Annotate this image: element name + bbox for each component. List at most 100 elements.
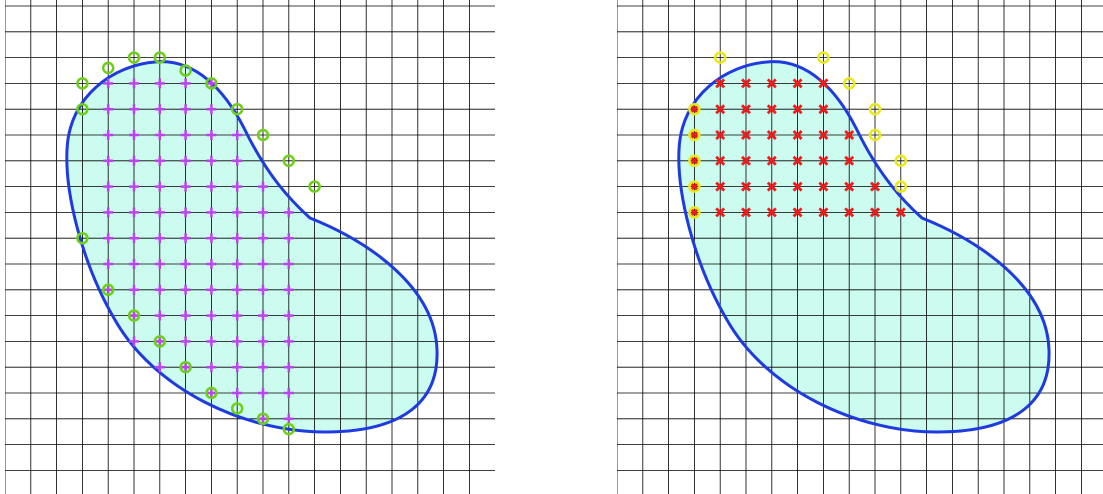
interior-node bbox=[283, 388, 294, 398]
boundary-node bbox=[76, 231, 89, 245]
cut-interior-node bbox=[766, 181, 777, 192]
interior-node bbox=[283, 413, 294, 424]
cut-boundary-node bbox=[688, 180, 701, 193]
cut-interior-node bbox=[844, 207, 855, 218]
interior-node bbox=[103, 78, 114, 89]
interior-node bbox=[232, 155, 243, 166]
boundary-node bbox=[282, 422, 296, 436]
boundary-node bbox=[101, 283, 115, 297]
interior-node bbox=[232, 284, 243, 295]
boundary-node bbox=[76, 77, 89, 90]
interior-node bbox=[180, 259, 191, 269]
cut-interior-node bbox=[715, 104, 726, 115]
region-boundary bbox=[677, 60, 1051, 434]
cut-boundary-node bbox=[894, 154, 908, 168]
cut-interior-node bbox=[792, 78, 803, 89]
interior-node bbox=[206, 362, 217, 373]
interior-node bbox=[258, 181, 268, 192]
interior-node bbox=[154, 284, 165, 295]
interior-node bbox=[103, 181, 114, 192]
interior-node bbox=[180, 336, 191, 347]
boundary-node bbox=[282, 154, 296, 168]
boundary-node bbox=[127, 309, 141, 322]
cut-interior-node bbox=[792, 130, 803, 140]
interior-node bbox=[206, 284, 217, 295]
full-region-panel bbox=[5, 0, 495, 494]
interior-node bbox=[283, 310, 294, 321]
interior-node bbox=[258, 413, 268, 424]
interior-node bbox=[154, 207, 165, 218]
cut-region-panel bbox=[617, 0, 1103, 494]
interior-node bbox=[180, 104, 191, 115]
interior-node bbox=[154, 310, 165, 321]
interior-node bbox=[283, 207, 294, 218]
interior-node bbox=[154, 78, 165, 89]
cut-interior-node bbox=[818, 181, 829, 192]
interior-node bbox=[232, 181, 243, 192]
interior-node bbox=[283, 233, 294, 244]
cut-interior-node bbox=[766, 155, 777, 166]
cut-interior-node bbox=[818, 104, 829, 115]
cut-interior-node bbox=[689, 207, 700, 218]
cut-interior-node bbox=[792, 207, 803, 218]
boundary-node bbox=[230, 102, 244, 116]
interior-node bbox=[103, 130, 114, 140]
interior-node bbox=[180, 362, 191, 373]
boundary-node bbox=[127, 51, 141, 64]
interior-node bbox=[283, 284, 294, 295]
cut-interior-node bbox=[741, 181, 751, 192]
cut-boundary-node bbox=[688, 102, 701, 116]
cut-interior-node bbox=[870, 181, 880, 192]
interior-node bbox=[103, 207, 114, 218]
cut-boundary-node bbox=[688, 154, 701, 168]
cut-interior-node bbox=[818, 130, 829, 140]
cut-boundary-node bbox=[817, 51, 830, 64]
interior-node bbox=[283, 336, 294, 347]
interior-node bbox=[129, 310, 139, 321]
interior-node bbox=[154, 259, 165, 269]
cut-interior-node bbox=[766, 207, 777, 218]
boundary-node bbox=[308, 180, 321, 193]
interior-node bbox=[154, 233, 165, 244]
cut-interior-node bbox=[715, 181, 726, 192]
interior-node bbox=[258, 310, 268, 321]
cut-boundary-node bbox=[688, 128, 701, 142]
cut-interior-node bbox=[895, 207, 906, 218]
interior-node bbox=[283, 362, 294, 373]
interior-node bbox=[206, 155, 217, 166]
cut-interior-node bbox=[689, 130, 700, 140]
interior-node bbox=[232, 336, 243, 347]
boundary-node bbox=[153, 335, 167, 348]
interior-node bbox=[283, 259, 294, 269]
interior-node bbox=[129, 233, 139, 244]
cut-interior-node bbox=[741, 130, 751, 140]
cut-interior-node bbox=[818, 78, 829, 89]
interior-node bbox=[206, 233, 217, 244]
interior-node bbox=[206, 310, 217, 321]
cut-interior-node bbox=[689, 181, 700, 192]
cut-interior-node bbox=[715, 155, 726, 166]
cut-boundary-node bbox=[894, 180, 908, 193]
cut-boundary-node bbox=[713, 51, 727, 64]
interior-node bbox=[206, 336, 217, 347]
cut-interior-node bbox=[741, 155, 751, 166]
interior-node bbox=[129, 181, 139, 192]
interior-node bbox=[206, 78, 217, 89]
interior-node bbox=[154, 336, 165, 347]
boundary-node bbox=[101, 61, 115, 75]
cut-boundary-node bbox=[868, 128, 882, 142]
boundary-node bbox=[205, 77, 218, 90]
cut-interior-node bbox=[766, 130, 777, 140]
cut-interior-node bbox=[741, 104, 751, 115]
boundary-node bbox=[205, 386, 218, 400]
interior-node bbox=[129, 284, 139, 295]
interior-node bbox=[206, 104, 217, 115]
full-region-diagram bbox=[5, 0, 495, 494]
boundary-node bbox=[153, 51, 167, 64]
interior-node bbox=[258, 233, 268, 244]
cut-interior-node bbox=[766, 78, 777, 89]
interior-node bbox=[180, 233, 191, 244]
interior-node bbox=[206, 130, 217, 140]
interior-node bbox=[129, 155, 139, 166]
boundary-node bbox=[76, 102, 89, 116]
